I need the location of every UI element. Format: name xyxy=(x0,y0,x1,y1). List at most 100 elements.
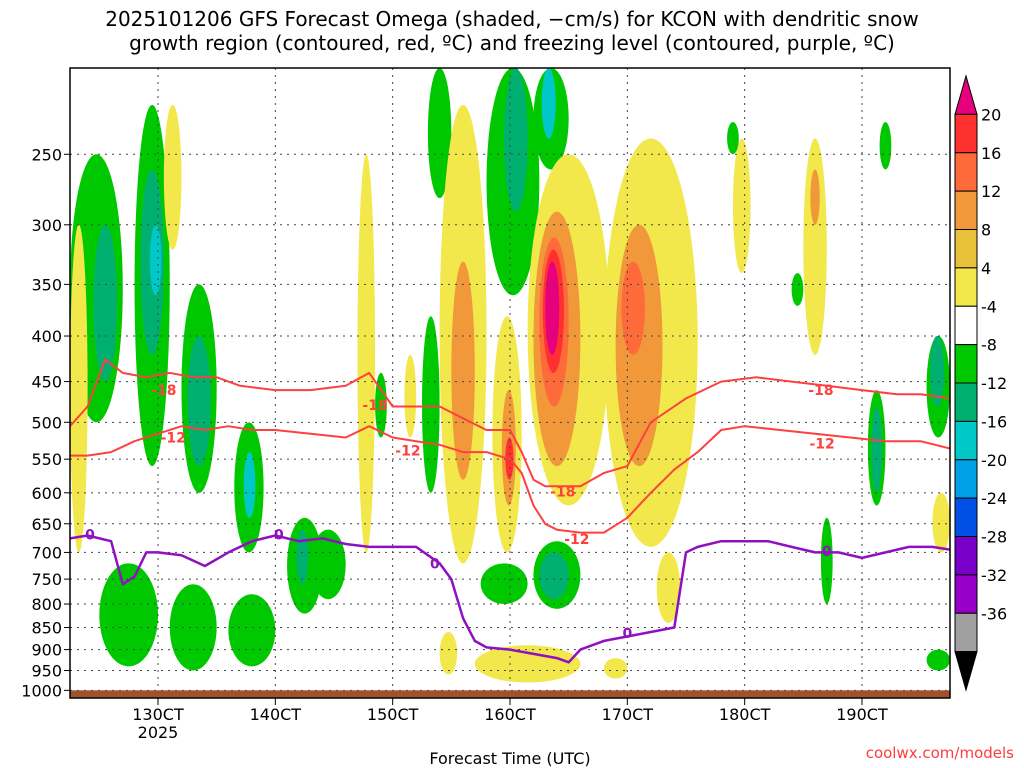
omega-region-4 xyxy=(149,224,162,296)
colorbar-label-13: -36 xyxy=(981,604,1007,623)
colorbar-segment-7 xyxy=(954,344,978,384)
omega-region-16 xyxy=(163,104,182,250)
omega-region-51 xyxy=(871,406,882,493)
y-tick-label-550: 550 xyxy=(31,450,62,469)
ground-surface xyxy=(70,690,950,698)
colorbar-label-4: 4 xyxy=(981,259,991,278)
omega-region-21 xyxy=(427,68,452,199)
contour-label-dgz_minus18-0: -18 xyxy=(151,383,176,399)
x-tick-label-190: 190CT xyxy=(836,705,888,724)
colorbar-label-2: 12 xyxy=(981,182,1001,201)
colorbar-label-6: -8 xyxy=(981,336,997,355)
omega-region-56 xyxy=(791,273,804,306)
x-tick-sublabel-130: 2025 xyxy=(138,723,179,742)
colorbar-segment-10 xyxy=(954,459,978,499)
contour-label-dgz_minus12-6: -12 xyxy=(564,532,589,548)
omega-region-38 xyxy=(621,261,645,355)
x-tick-label-160: 160CT xyxy=(484,705,536,724)
omega-region-19 xyxy=(404,354,417,438)
contour-label-dgz_minus18-2: -18 xyxy=(550,485,575,501)
contour-freezing_level_0C xyxy=(70,534,950,664)
omega-region-53 xyxy=(930,336,945,407)
colorbar-segment-12 xyxy=(954,536,978,576)
y-tick-label-600: 600 xyxy=(31,484,62,503)
omega-region-47 xyxy=(439,632,458,675)
omega-region-12 xyxy=(169,584,217,671)
colorbar-label-11: -28 xyxy=(981,528,1007,547)
contour-label-dgz_minus12-7: -12 xyxy=(809,436,834,452)
colorbar-label-10: -24 xyxy=(981,489,1007,508)
x-tick-label-180: 180CT xyxy=(719,705,771,724)
omega-region-42 xyxy=(810,169,820,225)
chart-title-line2: growth region (contoured, red, ºC) and f… xyxy=(129,31,895,55)
colorbar-label-8: -16 xyxy=(981,412,1007,431)
colorbar-segment-2 xyxy=(954,152,978,192)
contour-label-freezing_level_0C-9: 0 xyxy=(274,527,284,543)
omega-region-8 xyxy=(243,452,256,518)
colorbar-segment-5 xyxy=(954,267,978,307)
x-tick-label-170: 170CT xyxy=(602,705,654,724)
omega-region-20 xyxy=(422,316,440,493)
contour-dgz_minus18 xyxy=(70,358,950,488)
y-tick-label-900: 900 xyxy=(31,641,62,660)
omega-region-54 xyxy=(926,649,950,671)
omega-region-49 xyxy=(820,517,833,605)
colorbar-top-arrow xyxy=(954,74,978,115)
omega-region-57 xyxy=(879,122,892,170)
colorbar-segment-8 xyxy=(954,382,978,422)
contour-label-dgz_minus18-1: -18 xyxy=(362,398,387,414)
contour-label-freezing_level_0C-8: 0 xyxy=(85,527,95,543)
colorbar-segment-11 xyxy=(954,497,978,537)
omega-region-13 xyxy=(228,594,276,667)
colorbar-segment-4 xyxy=(954,229,978,269)
y-tick-label-450: 450 xyxy=(31,373,62,392)
omega-region-48 xyxy=(603,658,628,679)
contour-label-freezing_level_0C-12: 0 xyxy=(822,544,832,560)
colorbar-segment-14 xyxy=(954,612,978,653)
contour-lines xyxy=(70,358,950,664)
colorbar-label-3: 8 xyxy=(981,221,991,240)
contour-label-dgz_minus12-5: -12 xyxy=(395,444,420,460)
y-tick-label-800: 800 xyxy=(31,595,62,614)
colorbar-label-7: -12 xyxy=(981,374,1007,393)
omega-region-1 xyxy=(93,224,117,382)
colorbar-segment-1 xyxy=(954,113,978,154)
colorbar-bottom-arrow xyxy=(954,651,978,692)
contour-label-dgz_minus18-3: -18 xyxy=(808,383,833,399)
colorbar-label-5: -4 xyxy=(981,297,997,316)
contour-label-dgz_minus12-4: -12 xyxy=(161,430,186,446)
omega-region-10 xyxy=(296,529,309,585)
y-tick-label-650: 650 xyxy=(31,515,62,534)
colorbar: 20 16 12 8 4 -4 -8 -12 -16 -20 -24 -28 -32 -36 xyxy=(954,74,1007,692)
y-tick-label-700: 700 xyxy=(31,543,62,562)
omega-region-25 xyxy=(504,68,528,212)
y-tick-label-300: 300 xyxy=(31,216,62,235)
omega-region-23 xyxy=(451,261,475,480)
colorbar-segment-13 xyxy=(954,574,978,614)
contour-labels: -18 -18 -18 -18 -12 -12 -12 -12 0 0 0 0 0 xyxy=(85,383,835,642)
colorbar-label-1: 16 xyxy=(981,144,1001,163)
ground-band xyxy=(70,690,950,698)
omega-region-15 xyxy=(70,224,88,553)
colorbar-label-12: -32 xyxy=(981,566,1007,585)
contour-label-freezing_level_0C-11: 0 xyxy=(622,626,632,642)
colorbar-label-0: 20 xyxy=(981,105,1001,124)
colorbar-label-9: -20 xyxy=(981,451,1007,470)
x-tick-label-150: 150CT xyxy=(367,705,419,724)
y-tick-label-400: 400 xyxy=(31,327,62,346)
y-tick-label-250: 250 xyxy=(31,145,62,164)
omega-region-14 xyxy=(310,529,346,600)
y-tick-label-850: 850 xyxy=(31,618,62,637)
omega-region-6 xyxy=(187,336,211,467)
omega-region-27 xyxy=(541,68,556,139)
credit-text: coolwx.com/models xyxy=(865,744,1014,762)
colorbar-segment-6 xyxy=(954,305,978,346)
omega-region-58 xyxy=(727,122,739,155)
omega-region-44 xyxy=(539,552,569,600)
contour-label-freezing_level_0C-10: 0 xyxy=(430,556,440,572)
colorbar-segment-3 xyxy=(954,190,978,230)
omega-region-18 xyxy=(375,372,387,438)
omega-region-40 xyxy=(732,138,751,274)
y-tick-label-1000: 1000 xyxy=(21,681,62,700)
